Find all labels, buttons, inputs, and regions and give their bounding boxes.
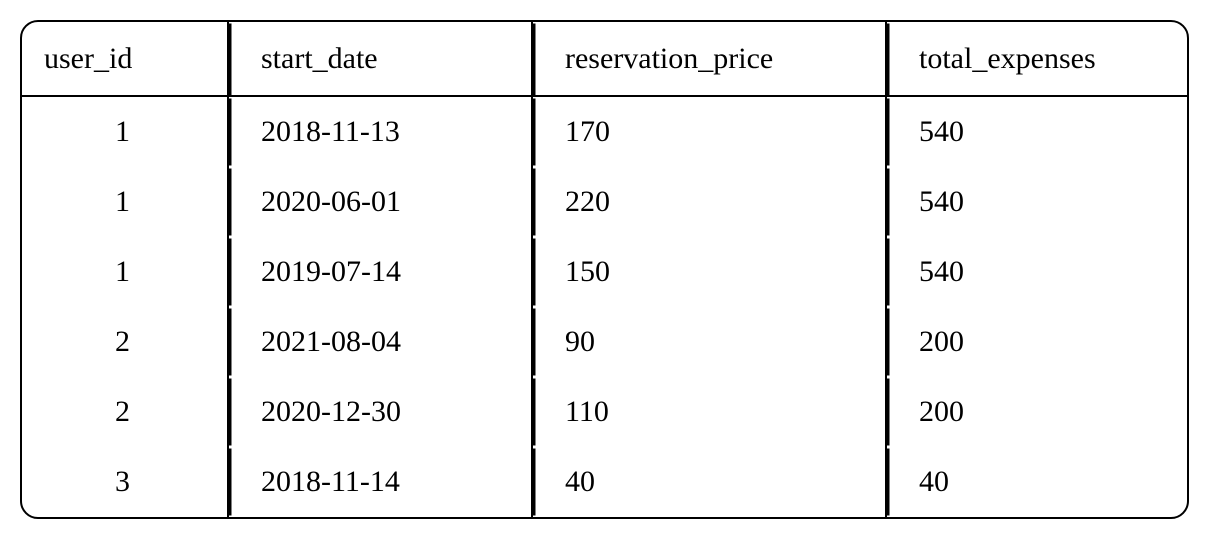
cell-reservation-price: 170 (533, 97, 887, 167)
cell-total-expenses: 540 (887, 237, 1187, 307)
column-header-user-id: user_id (22, 22, 229, 97)
table-row: 1 2018-11-13 170 540 (22, 97, 1187, 167)
cell-reservation-price: 110 (533, 377, 887, 447)
cell-start-date: 2019-07-14 (229, 237, 533, 307)
cell-total-expenses: 540 (887, 167, 1187, 237)
cell-start-date: 2018-11-14 (229, 447, 533, 517)
cell-reservation-price: 40 (533, 447, 887, 517)
table-row: 1 2019-07-14 150 540 (22, 237, 1187, 307)
cell-start-date: 2020-06-01 (229, 167, 533, 237)
cell-start-date: 2021-08-04 (229, 307, 533, 377)
cell-user-id: 1 (22, 237, 229, 307)
cell-user-id: 1 (22, 167, 229, 237)
cell-user-id: 1 (22, 97, 229, 167)
cell-reservation-price: 90 (533, 307, 887, 377)
table-row: 2 2021-08-04 90 200 (22, 307, 1187, 377)
header-row: user_id start_date reservation_price tot… (22, 22, 1187, 97)
data-table-wrapper: user_id start_date reservation_price tot… (20, 20, 1189, 519)
cell-start-date: 2018-11-13 (229, 97, 533, 167)
cell-user-id: 2 (22, 377, 229, 447)
cell-total-expenses: 200 (887, 307, 1187, 377)
cell-total-expenses: 200 (887, 377, 1187, 447)
table-header: user_id start_date reservation_price tot… (22, 22, 1187, 97)
column-header-total-expenses: total_expenses (887, 22, 1187, 97)
cell-user-id: 3 (22, 447, 229, 517)
cell-total-expenses: 540 (887, 97, 1187, 167)
table-row: 1 2020-06-01 220 540 (22, 167, 1187, 237)
cell-start-date: 2020-12-30 (229, 377, 533, 447)
table-row: 2 2020-12-30 110 200 (22, 377, 1187, 447)
cell-user-id: 2 (22, 307, 229, 377)
cell-reservation-price: 150 (533, 237, 887, 307)
column-header-reservation-price: reservation_price (533, 22, 887, 97)
cell-reservation-price: 220 (533, 167, 887, 237)
data-table: user_id start_date reservation_price tot… (20, 20, 1189, 519)
table-body: 1 2018-11-13 170 540 1 2020-06-01 220 54… (22, 97, 1187, 517)
cell-total-expenses: 40 (887, 447, 1187, 517)
table-row: 3 2018-11-14 40 40 (22, 447, 1187, 517)
column-header-start-date: start_date (229, 22, 533, 97)
